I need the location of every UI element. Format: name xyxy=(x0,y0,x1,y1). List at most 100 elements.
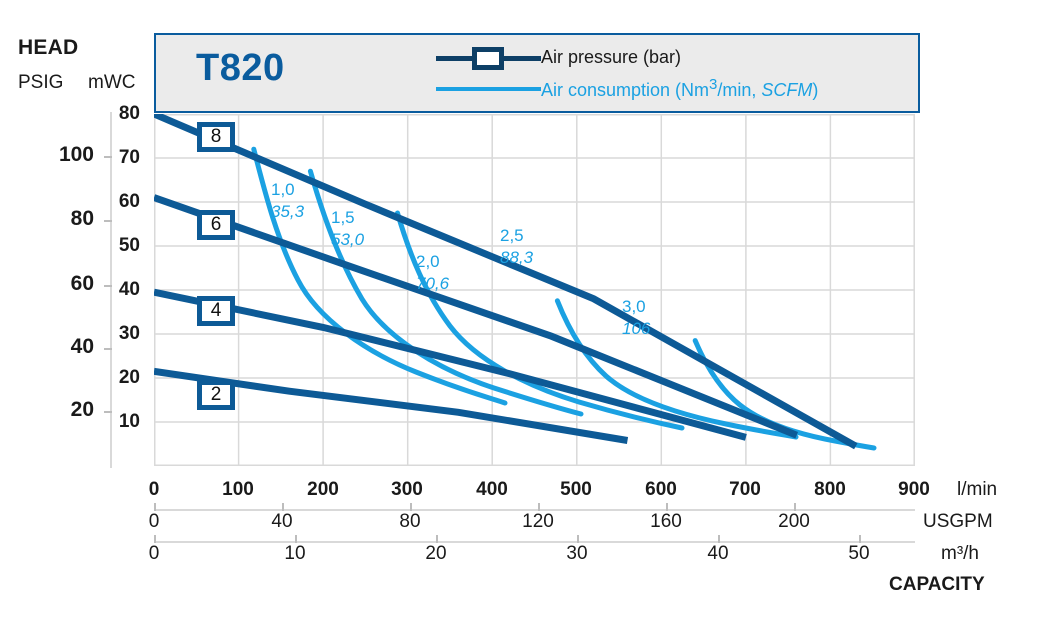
usgpm-tick-label: 0 xyxy=(148,511,160,532)
lmin-tick-label: 600 xyxy=(645,479,677,500)
legend-ac-post: ) xyxy=(812,80,819,100)
consumption-label-scfm: 35,3 xyxy=(271,201,305,221)
mwc-axis-title: mWC xyxy=(88,72,136,93)
air-pressure-curves xyxy=(154,114,858,450)
m3h-axis-line xyxy=(154,541,915,543)
psig-axis-title: PSIG xyxy=(18,72,64,93)
m3h-tick xyxy=(859,535,861,543)
usgpm-tick xyxy=(794,503,796,511)
usgpm-unit-label: USGPM xyxy=(923,511,993,532)
m3h-tick xyxy=(718,535,720,543)
legend-label-air-consumption: Air consumption (Nm3/min, SCFM) xyxy=(541,76,818,101)
usgpm-tick-label: 40 xyxy=(271,511,293,532)
psig-tick-label: 60 xyxy=(70,272,94,295)
legend: Air pressure (bar) Air consumption (Nm3/… xyxy=(436,42,906,104)
capacity-axis-title: CAPACITY xyxy=(889,574,985,595)
mwc-tick-label: 80 xyxy=(118,103,140,124)
lmin-tick-label: 300 xyxy=(391,479,423,500)
psig-tick xyxy=(104,156,112,158)
usgpm-tick xyxy=(538,503,540,511)
consumption-label-nm3: 2,5 xyxy=(500,226,524,245)
usgpm-axis-line xyxy=(154,509,915,511)
usgpm-tick xyxy=(666,503,668,511)
consumption-label-nm3: 2,0 xyxy=(416,252,440,271)
m3h-tick-label: 10 xyxy=(284,543,306,564)
psig-tick-label: 40 xyxy=(70,335,94,358)
usgpm-tick-label: 120 xyxy=(522,511,554,532)
chart-plot-area xyxy=(154,114,915,466)
consumption-label-scfm: 106 xyxy=(622,318,651,338)
pressure-marker-4: 4 xyxy=(197,296,235,326)
usgpm-tick xyxy=(154,503,156,511)
lmin-tick-label: 700 xyxy=(729,479,761,500)
mwc-tick-label: 20 xyxy=(118,367,140,388)
consumption-curve-1-5 xyxy=(307,168,584,417)
psig-tick xyxy=(104,348,112,350)
usgpm-tick-label: 200 xyxy=(778,511,810,532)
psig-tick xyxy=(104,411,112,413)
m3h-tick-label: 20 xyxy=(425,543,447,564)
psig-axis-line xyxy=(110,112,112,468)
usgpm-tick-label: 80 xyxy=(399,511,421,532)
chart-svg xyxy=(154,114,915,466)
pressure-marker-6: 6 xyxy=(197,210,235,240)
m3h-tick-label: 30 xyxy=(566,543,588,564)
consumption-label-nm3: 1,5 xyxy=(331,208,355,227)
usgpm-tick xyxy=(410,503,412,511)
consumption-label-2-5: 2,5 88,3 xyxy=(500,225,533,269)
pressure-marker-8: 8 xyxy=(197,122,235,152)
pressure-curve-8bar xyxy=(154,114,858,450)
psig-tick xyxy=(104,220,112,222)
lmin-tick-label: 100 xyxy=(222,479,254,500)
consumption-curve-2-5 xyxy=(554,298,799,440)
psig-tick-label: 80 xyxy=(70,207,94,230)
lmin-tick-label: 400 xyxy=(476,479,508,500)
lmin-tick-label: 900 xyxy=(898,479,930,500)
consumption-label-nm3: 3,0 xyxy=(622,297,646,316)
m3h-tick xyxy=(295,535,297,543)
consumption-curve-1-0 xyxy=(251,146,508,406)
mwc-tick-label: 60 xyxy=(118,191,140,212)
m3h-tick-label: 50 xyxy=(848,543,870,564)
usgpm-tick xyxy=(282,503,284,511)
mwc-tick-label: 30 xyxy=(118,323,140,344)
head-axis-title: HEAD xyxy=(18,36,79,59)
air-pressure-symbol-icon xyxy=(436,45,541,71)
m3h-unit-label: m³/h xyxy=(941,543,979,564)
legend-ac-pre: Air consumption (Nm xyxy=(541,80,710,100)
mwc-tick-label: 50 xyxy=(118,235,140,256)
legend-ac-italic: SCFM xyxy=(761,80,813,100)
chart-header-box xyxy=(154,33,920,113)
psig-tick xyxy=(104,285,112,287)
m3h-tick xyxy=(154,535,156,543)
consumption-label-1-5: 1,5 53,0 xyxy=(331,207,364,251)
legend-label-air-pressure: Air pressure (bar) xyxy=(541,47,682,67)
consumption-label-scfm: 88,3 xyxy=(500,247,534,267)
psig-tick-label: 100 xyxy=(58,143,94,166)
m3h-tick-label: 40 xyxy=(707,543,729,564)
consumption-label-2-0: 2,0 70,6 xyxy=(416,251,449,295)
model-title: T820 xyxy=(196,47,285,89)
m3h-tick xyxy=(436,535,438,543)
consumption-label-1-0: 1,0 35,3 xyxy=(271,179,304,223)
consumption-label-nm3: 1,0 xyxy=(271,180,295,199)
pressure-curve-6bar xyxy=(154,194,799,439)
mwc-tick-label: 40 xyxy=(118,279,140,300)
consumption-label-scfm: 70,6 xyxy=(416,273,450,293)
lmin-tick-label: 800 xyxy=(814,479,846,500)
psig-tick-label: 20 xyxy=(70,398,94,421)
legend-ac-mid: /min, xyxy=(717,80,762,100)
lmin-tick-label: 500 xyxy=(560,479,592,500)
mwc-tick-label: 70 xyxy=(118,147,140,168)
m3h-tick xyxy=(577,535,579,543)
mwc-tick-label: 10 xyxy=(118,411,140,432)
lmin-tick-label: 0 xyxy=(148,479,160,500)
m3h-tick-label: 0 xyxy=(148,543,160,564)
pressure-marker-2: 2 xyxy=(197,380,235,410)
legend-item-air-consumption: Air consumption (Nm3/min, SCFM) xyxy=(436,73,906,104)
consumption-label-scfm: 53,0 xyxy=(331,229,365,249)
usgpm-tick-label: 160 xyxy=(650,511,682,532)
air-consumption-symbol-icon xyxy=(436,76,541,102)
lmin-unit-label: l/min xyxy=(957,479,998,500)
legend-ac-sup: 3 xyxy=(709,76,718,93)
